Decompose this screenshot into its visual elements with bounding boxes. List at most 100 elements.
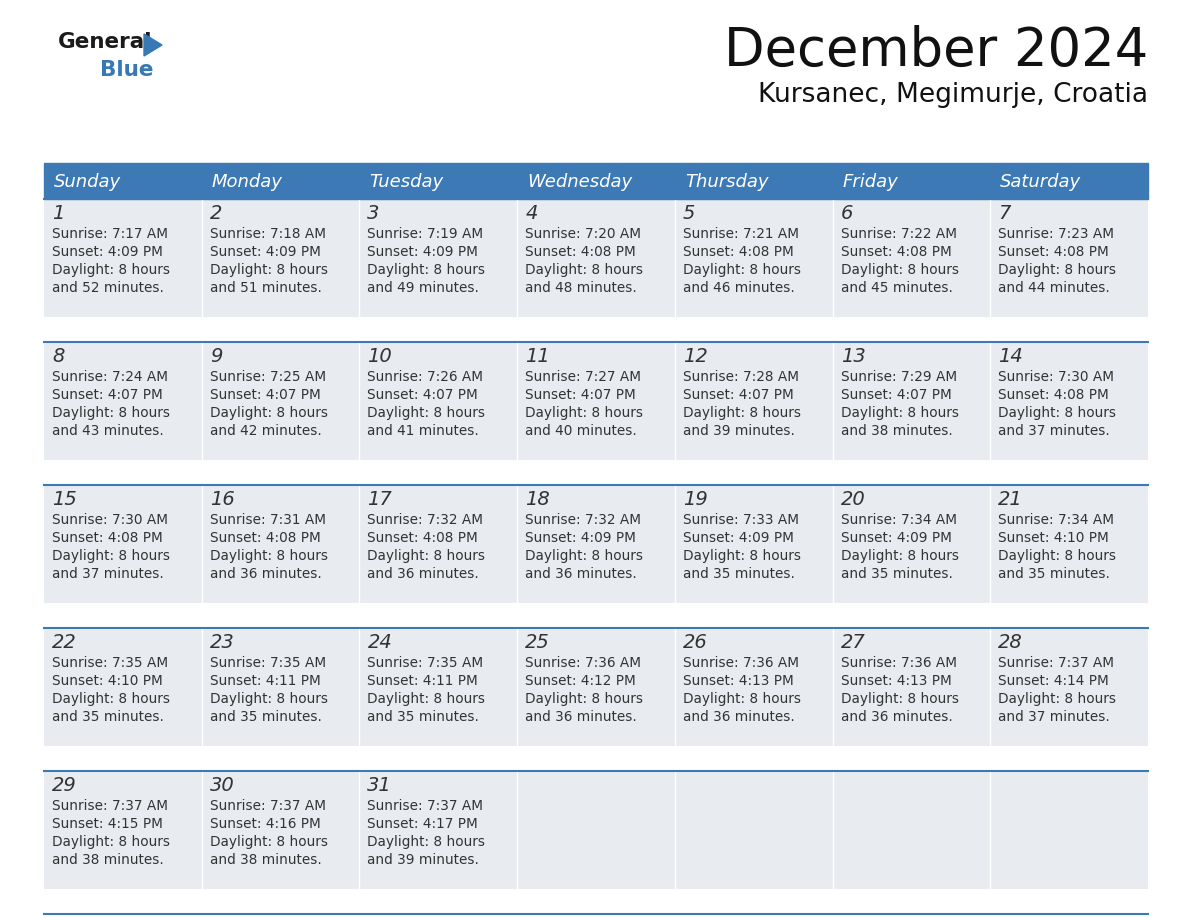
Bar	[833, 771, 991, 889]
Text: Daylight: 8 hours: Daylight: 8 hours	[52, 406, 170, 420]
Text: and 38 minutes.: and 38 minutes.	[841, 424, 953, 438]
Text: Blue: Blue	[100, 60, 153, 80]
Text: Daylight: 8 hours: Daylight: 8 hours	[210, 692, 328, 706]
Text: 8: 8	[52, 347, 64, 366]
Text: Sunrise: 7:34 AM: Sunrise: 7:34 AM	[998, 513, 1114, 527]
Text: Daylight: 8 hours: Daylight: 8 hours	[841, 406, 959, 420]
Text: Sunrise: 7:37 AM: Sunrise: 7:37 AM	[998, 656, 1114, 670]
Text: Daylight: 8 hours: Daylight: 8 hours	[367, 263, 486, 277]
Bar	[360, 628, 517, 746]
Text: Sunrise: 7:34 AM: Sunrise: 7:34 AM	[841, 513, 956, 527]
Bar	[675, 628, 833, 746]
Text: 13: 13	[841, 347, 865, 366]
Text: Sunrise: 7:37 AM: Sunrise: 7:37 AM	[52, 799, 168, 813]
Text: Sunset: 4:10 PM: Sunset: 4:10 PM	[998, 531, 1110, 545]
Text: 5: 5	[683, 204, 695, 223]
Text: Sunset: 4:08 PM: Sunset: 4:08 PM	[841, 245, 952, 259]
Text: 1: 1	[52, 204, 64, 223]
Text: and 38 minutes.: and 38 minutes.	[52, 853, 164, 867]
Text: Sunrise: 7:18 AM: Sunrise: 7:18 AM	[210, 227, 326, 241]
Text: Daylight: 8 hours: Daylight: 8 hours	[52, 549, 170, 563]
Text: Daylight: 8 hours: Daylight: 8 hours	[367, 406, 486, 420]
Bar	[675, 771, 833, 889]
Bar	[517, 485, 675, 603]
Bar	[833, 342, 991, 460]
Bar	[202, 199, 360, 317]
Text: Sunrise: 7:32 AM: Sunrise: 7:32 AM	[367, 513, 484, 527]
Text: and 38 minutes.: and 38 minutes.	[210, 853, 322, 867]
Text: Sunset: 4:13 PM: Sunset: 4:13 PM	[841, 674, 952, 688]
Text: Sunset: 4:07 PM: Sunset: 4:07 PM	[210, 388, 321, 402]
Text: Sunset: 4:07 PM: Sunset: 4:07 PM	[841, 388, 952, 402]
Text: Daylight: 8 hours: Daylight: 8 hours	[998, 263, 1117, 277]
Text: Wednesday: Wednesday	[527, 173, 632, 191]
Text: 27: 27	[841, 633, 865, 652]
Bar	[991, 199, 1148, 317]
Text: and 44 minutes.: and 44 minutes.	[998, 281, 1110, 295]
Text: Sunrise: 7:29 AM: Sunrise: 7:29 AM	[841, 370, 956, 384]
Text: Daylight: 8 hours: Daylight: 8 hours	[367, 835, 486, 849]
Text: Sunset: 4:11 PM: Sunset: 4:11 PM	[210, 674, 321, 688]
Text: December 2024: December 2024	[723, 25, 1148, 77]
Text: and 36 minutes.: and 36 minutes.	[525, 710, 637, 724]
Text: Sunset: 4:09 PM: Sunset: 4:09 PM	[525, 531, 636, 545]
Text: and 35 minutes.: and 35 minutes.	[998, 567, 1110, 581]
Bar	[675, 485, 833, 603]
Text: 15: 15	[52, 490, 77, 509]
Text: Sunset: 4:13 PM: Sunset: 4:13 PM	[683, 674, 794, 688]
Text: and 49 minutes.: and 49 minutes.	[367, 281, 479, 295]
Text: and 45 minutes.: and 45 minutes.	[841, 281, 953, 295]
Text: Daylight: 8 hours: Daylight: 8 hours	[998, 549, 1117, 563]
Text: and 39 minutes.: and 39 minutes.	[683, 424, 795, 438]
Text: and 35 minutes.: and 35 minutes.	[841, 567, 953, 581]
Bar	[202, 771, 360, 889]
Text: Sunrise: 7:25 AM: Sunrise: 7:25 AM	[210, 370, 326, 384]
Text: Sunrise: 7:24 AM: Sunrise: 7:24 AM	[52, 370, 168, 384]
Text: Sunrise: 7:33 AM: Sunrise: 7:33 AM	[683, 513, 798, 527]
Text: Daylight: 8 hours: Daylight: 8 hours	[52, 835, 170, 849]
Text: and 41 minutes.: and 41 minutes.	[367, 424, 479, 438]
Text: Daylight: 8 hours: Daylight: 8 hours	[998, 406, 1117, 420]
Text: Daylight: 8 hours: Daylight: 8 hours	[683, 692, 801, 706]
Text: 30: 30	[210, 776, 234, 795]
Text: Sunset: 4:07 PM: Sunset: 4:07 PM	[683, 388, 794, 402]
Bar	[202, 628, 360, 746]
Text: Sunrise: 7:20 AM: Sunrise: 7:20 AM	[525, 227, 642, 241]
Text: Saturday: Saturday	[1000, 173, 1081, 191]
Text: 28: 28	[998, 633, 1023, 652]
Text: Sunset: 4:16 PM: Sunset: 4:16 PM	[210, 817, 321, 831]
Text: Sunset: 4:09 PM: Sunset: 4:09 PM	[52, 245, 163, 259]
Text: Sunset: 4:07 PM: Sunset: 4:07 PM	[367, 388, 479, 402]
Text: 18: 18	[525, 490, 550, 509]
Bar	[833, 199, 991, 317]
Text: 3: 3	[367, 204, 380, 223]
Bar	[991, 485, 1148, 603]
Bar	[44, 628, 202, 746]
Text: 9: 9	[210, 347, 222, 366]
Text: Daylight: 8 hours: Daylight: 8 hours	[525, 549, 643, 563]
Text: Sunrise: 7:19 AM: Sunrise: 7:19 AM	[367, 227, 484, 241]
Bar	[202, 485, 360, 603]
Bar	[517, 628, 675, 746]
Text: Daylight: 8 hours: Daylight: 8 hours	[367, 692, 486, 706]
Text: 11: 11	[525, 347, 550, 366]
Bar	[833, 485, 991, 603]
Bar	[360, 771, 517, 889]
Text: Sunrise: 7:30 AM: Sunrise: 7:30 AM	[52, 513, 168, 527]
Bar	[991, 771, 1148, 889]
Text: Daylight: 8 hours: Daylight: 8 hours	[683, 549, 801, 563]
Bar	[991, 342, 1148, 460]
Text: and 36 minutes.: and 36 minutes.	[525, 567, 637, 581]
Text: Sunrise: 7:22 AM: Sunrise: 7:22 AM	[841, 227, 956, 241]
Text: and 51 minutes.: and 51 minutes.	[210, 281, 322, 295]
Text: and 36 minutes.: and 36 minutes.	[367, 567, 479, 581]
Text: Sunrise: 7:35 AM: Sunrise: 7:35 AM	[367, 656, 484, 670]
Text: and 35 minutes.: and 35 minutes.	[367, 710, 479, 724]
Text: Sunset: 4:08 PM: Sunset: 4:08 PM	[210, 531, 321, 545]
Bar	[991, 628, 1148, 746]
Text: 31: 31	[367, 776, 392, 795]
Text: Sunrise: 7:37 AM: Sunrise: 7:37 AM	[367, 799, 484, 813]
Text: Sunset: 4:15 PM: Sunset: 4:15 PM	[52, 817, 163, 831]
Text: 4: 4	[525, 204, 537, 223]
Bar	[675, 342, 833, 460]
